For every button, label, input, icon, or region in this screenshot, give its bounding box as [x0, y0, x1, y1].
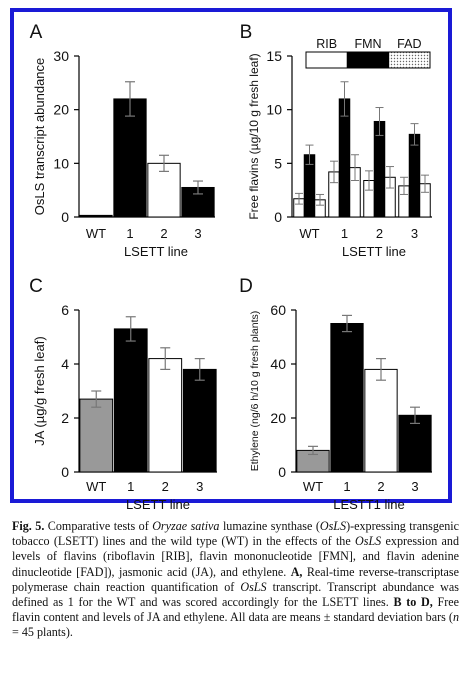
y-tick-label: 10 [266, 102, 282, 118]
y-tick-label: 20 [53, 102, 69, 118]
y-axis-label: Ethylene (ng/6 h/10 g fresh plants) [249, 311, 261, 472]
x-tick-label: 1 [343, 479, 350, 494]
bar [398, 414, 432, 473]
x-tick-label: 3 [196, 479, 203, 494]
caption-n-variable: n [452, 610, 459, 625]
x-tick-label: 1 [127, 479, 134, 494]
bar [113, 98, 147, 218]
bar [330, 323, 364, 473]
bar [79, 214, 113, 218]
caption-text: transcript. Transcript abundance was def… [12, 579, 459, 610]
panel-letter: A [30, 22, 43, 43]
y-tick-label: 30 [53, 48, 69, 64]
legend-swatch [388, 51, 431, 69]
x-axis-label: LESTT1 line [333, 497, 405, 510]
bar [408, 133, 421, 218]
caption-species: Oryzae sativa [152, 519, 220, 533]
y-axis-label: Free flavins (µg/10 g fresh leaf) [247, 53, 261, 219]
legend-label: RIB [316, 37, 337, 51]
y-tick-label: 4 [61, 356, 69, 372]
bar [182, 368, 217, 473]
caption-text: lumazine synthase ( [219, 519, 320, 533]
x-axis-label: LSETT line [124, 244, 188, 259]
legend-swatch [346, 51, 390, 69]
bar [148, 358, 183, 473]
panel-letter: B [240, 22, 253, 43]
caption-gene: OsLS [240, 579, 267, 594]
bar [364, 368, 398, 473]
x-tick-label: 1 [341, 226, 348, 241]
caption-text: Free flavin content and levels of JA and… [12, 595, 459, 625]
x-tick-label: 2 [377, 479, 384, 494]
caption-text: )-expressing transgenic tobacco (LSETT) … [12, 519, 460, 549]
caption-text: expression and levels of flavins (ribofl… [12, 534, 460, 579]
bar [338, 98, 351, 218]
x-tick-label: 2 [376, 226, 383, 241]
y-axis-label: OsLS transcript abundance [32, 58, 47, 216]
y-tick-label: 60 [270, 302, 286, 318]
y-tick-label: 15 [266, 48, 282, 64]
legend-swatch [305, 51, 348, 69]
caption-text: Comparative tests of [44, 519, 153, 533]
y-tick-label: 10 [53, 155, 69, 171]
x-tick-label: 3 [194, 226, 201, 241]
y-tick-label: 40 [270, 356, 286, 372]
x-tick-label: WT [303, 479, 323, 494]
x-tick-label: 2 [160, 226, 167, 241]
x-tick-label: 2 [162, 479, 169, 494]
x-tick-label: WT [86, 479, 106, 494]
caption-fig-label: Fig. 5. [12, 519, 45, 533]
y-tick-label: 6 [61, 302, 69, 318]
bar [113, 328, 148, 473]
caption-panel-ref: B to D, [393, 595, 433, 610]
y-tick-label: 2 [61, 410, 69, 426]
panel-letter: D [239, 276, 253, 297]
x-tick-label: WT [299, 226, 319, 241]
y-tick-label: 0 [274, 209, 282, 225]
figure-caption: Fig. 5. Comparative tests of Oryzae sati… [12, 519, 459, 641]
y-tick-label: 20 [270, 410, 286, 426]
x-axis-label: LSETT line [342, 244, 406, 259]
x-tick-label: 1 [126, 226, 133, 241]
caption-gene: OsLS [319, 519, 347, 533]
caption-panel-ref: A, [290, 564, 303, 579]
y-axis-label: JA (µg/g fresh leaf) [32, 336, 47, 445]
caption-text: Real-time reverse-transcriptase polymera… [12, 564, 459, 594]
y-tick-label: 0 [61, 464, 69, 480]
panel-letter: C [29, 276, 43, 297]
legend-label: FAD [397, 37, 421, 51]
bar [79, 398, 114, 473]
y-tick-label: 5 [274, 155, 282, 171]
caption-text: = 45 plants). [12, 625, 73, 640]
x-tick-label: 3 [411, 226, 418, 241]
x-axis-label: LSETT line [126, 497, 190, 510]
y-tick-label: 0 [61, 209, 69, 225]
y-tick-label: 0 [278, 464, 286, 480]
legend-label: FMN [354, 37, 381, 51]
x-tick-label: 3 [411, 479, 418, 494]
x-tick-label: WT [86, 226, 106, 241]
caption-gene: OsLS [355, 534, 382, 549]
